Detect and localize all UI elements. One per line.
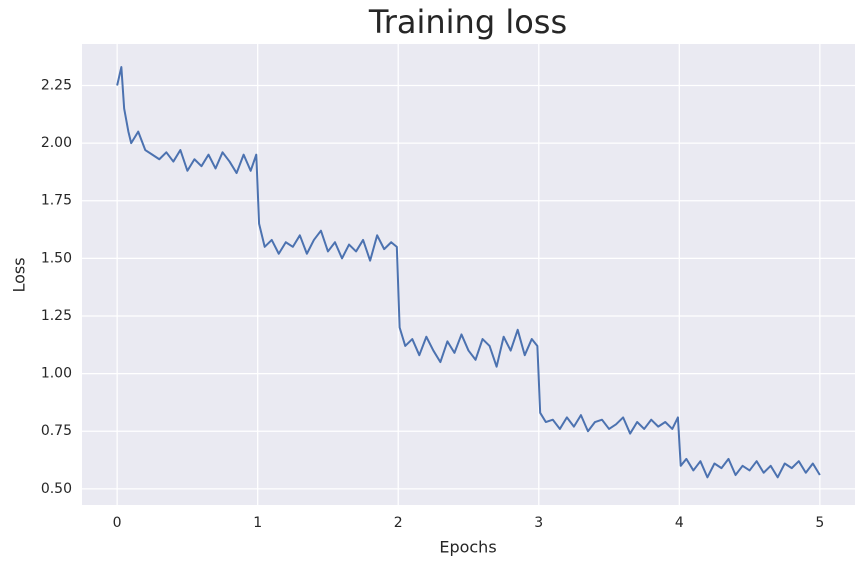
y-tick-label: 2.00: [41, 135, 72, 151]
x-tick-label: 5: [815, 515, 824, 531]
x-tick-label: 1: [253, 515, 262, 531]
x-tick-label: 2: [394, 515, 403, 531]
y-tick-label: 0.50: [41, 481, 72, 497]
x-axis-label: Epochs: [439, 538, 496, 557]
x-tick-label: 4: [675, 515, 684, 531]
y-tick-label: 1.00: [41, 366, 72, 382]
y-tick-label: 1.50: [41, 250, 72, 266]
y-tick-label: 2.25: [41, 77, 72, 93]
loss-line: [116, 66, 821, 479]
x-tick-label: 3: [534, 515, 543, 531]
chart-title: Training loss: [368, 3, 567, 41]
plot-area: [82, 44, 855, 505]
y-tick-label: 0.75: [41, 423, 72, 439]
y-axis-label: Loss: [10, 257, 29, 292]
x-tick-label: 0: [113, 515, 122, 531]
y-tick-label: 1.25: [41, 308, 72, 324]
y-tick-label: 1.75: [41, 193, 72, 209]
